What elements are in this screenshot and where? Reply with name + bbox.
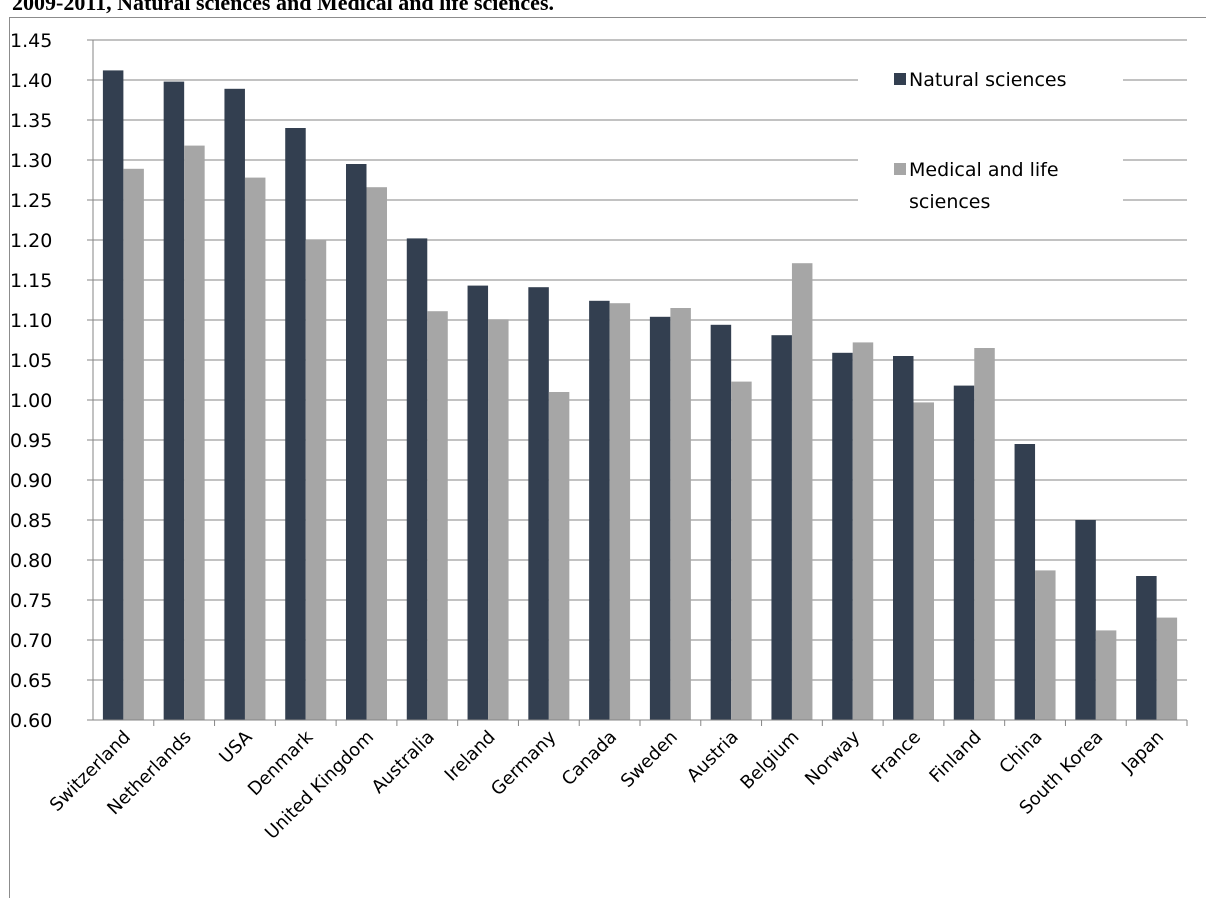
x-tick-label: Sweden xyxy=(617,727,682,792)
bar-natural-sciences-japan xyxy=(1136,576,1157,720)
bar-natural-sciences-germany xyxy=(528,287,549,720)
y-tick-label: 1.05 xyxy=(10,350,52,372)
bar-natural-sciences-china xyxy=(1014,444,1036,720)
x-tick-label: USA xyxy=(215,726,257,768)
bar-medical-life-sciences-finland xyxy=(974,348,995,720)
bar-natural-sciences-canada xyxy=(589,300,610,720)
y-tick-label: 0.75 xyxy=(10,590,52,612)
bar-natural-sciences-norway xyxy=(832,352,853,720)
y-tick-label: 0.70 xyxy=(10,630,52,652)
page-title: 2009-2011, Natural sciences and Medical … xyxy=(12,0,555,15)
legend-swatch xyxy=(894,73,906,85)
x-tick-label: Australia xyxy=(368,727,439,798)
bar-medical-life-sciences-belgium xyxy=(791,263,813,720)
x-tick-label: Ireland xyxy=(441,727,500,786)
legend-background xyxy=(858,148,1123,210)
bar-medical-life-sciences-norway xyxy=(852,342,874,720)
bar-medical-life-sciences-switzerland xyxy=(123,168,144,721)
bar-natural-sciences-usa xyxy=(224,88,245,721)
bar-natural-sciences-austria xyxy=(710,324,732,720)
axes xyxy=(87,39,1188,726)
bar-medical-life-sciences-canada xyxy=(609,303,631,720)
gridlines xyxy=(93,39,1187,681)
bar-natural-sciences-south-korea xyxy=(1075,520,1096,720)
x-tick-label: Norway xyxy=(801,726,864,789)
bar-medical-life-sciences-united-kingdom xyxy=(366,187,387,720)
y-tick-label: 1.15 xyxy=(10,270,52,292)
bar-medical-life-sciences-austria xyxy=(731,381,752,720)
bar-medical-life-sciences-china xyxy=(1035,570,1056,720)
bar-natural-sciences-denmark xyxy=(285,128,306,720)
x-tick-label: Germany xyxy=(487,726,561,800)
x-tick-label: China xyxy=(995,727,1046,778)
bar-medical-life-sciences-usa xyxy=(244,177,266,721)
bar-natural-sciences-netherlands xyxy=(163,81,185,721)
y-tick-label: 1.30 xyxy=(10,150,52,172)
bar-natural-sciences-france xyxy=(893,356,914,720)
y-tick-label: 0.80 xyxy=(10,550,52,572)
x-tick-label: Finland xyxy=(925,727,985,787)
y-tick-label: 1.20 xyxy=(10,230,52,252)
y-tick-label: 0.85 xyxy=(10,510,52,532)
y-axis-ticks: 0.60 0.65 0.70 0.75 0.80 0.85 0.90 0.95 1.00 1.05… xyxy=(10,30,52,732)
bar-natural-sciences-switzerland xyxy=(102,70,124,720)
bar-natural-sciences-australia xyxy=(406,238,428,720)
bars xyxy=(102,70,1178,721)
y-tick-label: 1.10 xyxy=(10,310,52,332)
bar-medical-life-sciences-germany xyxy=(548,392,570,720)
chart-area xyxy=(9,17,1206,898)
y-tick-label: 0.60 xyxy=(10,710,52,732)
bar-natural-sciences-sweden xyxy=(649,316,671,720)
x-tick-label: Japan xyxy=(1117,727,1168,778)
bar-natural-sciences-belgium xyxy=(771,335,792,720)
y-tick-label: 0.95 xyxy=(10,430,52,452)
legend-label: Natural sciences xyxy=(909,69,1067,91)
bar-medical-life-sciences-denmark xyxy=(305,240,327,720)
y-tick-label: 1.25 xyxy=(10,190,52,212)
legend-label: sciences xyxy=(909,191,990,213)
y-tick-label: 1.35 xyxy=(10,110,52,132)
bar-medical-life-sciences-sweden xyxy=(670,308,691,720)
y-tick-label: 1.40 xyxy=(10,70,52,92)
x-tick-label: France xyxy=(868,727,925,784)
y-tick-label: 1.00 xyxy=(10,390,52,412)
bar-medical-life-sciences-australia xyxy=(427,311,448,720)
x-tick-label: United Kingdom xyxy=(261,727,378,844)
legend-label: Medical and life xyxy=(909,159,1059,181)
bar-medical-life-sciences-japan xyxy=(1156,617,1178,720)
legend: Natural sciences Medical and life sciences xyxy=(858,58,1123,230)
legend-swatch xyxy=(894,163,906,175)
x-tick-label: Austria xyxy=(683,727,743,787)
bar-natural-sciences-united-kingdom xyxy=(346,164,367,720)
bar-natural-sciences-finland xyxy=(953,385,975,720)
x-tick-label: Belgium xyxy=(736,727,803,794)
y-tick-label: 0.65 xyxy=(10,670,52,692)
bar-medical-life-sciences-france xyxy=(913,402,934,720)
bar-medical-life-sciences-ireland xyxy=(488,319,509,720)
bar-medical-life-sciences-netherlands xyxy=(184,145,205,721)
y-tick-label: 0.90 xyxy=(10,470,52,492)
bar-natural-sciences-ireland xyxy=(467,285,489,720)
x-tick-label: Canada xyxy=(558,727,621,790)
bar-medical-life-sciences-south-korea xyxy=(1095,630,1117,720)
y-tick-label: 1.45 xyxy=(10,30,52,52)
